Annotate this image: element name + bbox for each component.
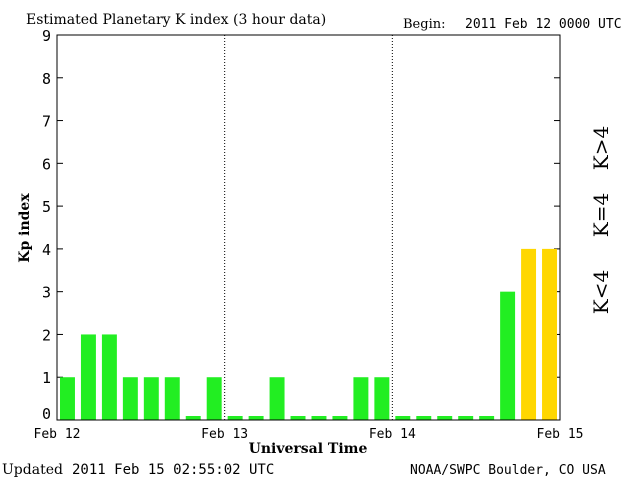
- y-axis-ticks: 0 1 2 3 4 5 6 7 8 9: [42, 27, 560, 423]
- y-tick-label: 9: [42, 27, 51, 45]
- x-tick-label: Feb 13: [201, 427, 248, 442]
- y-tick-label: 4: [42, 241, 51, 259]
- kp-bar: [500, 291, 516, 420]
- kp-bar: [395, 416, 411, 420]
- legend-mid: K=4: [589, 193, 613, 237]
- kp-bar: [80, 334, 96, 420]
- kp-bar: [248, 416, 264, 420]
- y-tick-label: 2: [42, 326, 51, 344]
- legend-high: K>4: [589, 126, 613, 170]
- updated-value: 2011 Feb 15 02:55:02 UTC: [72, 462, 274, 478]
- y-tick-label: 6: [42, 155, 51, 173]
- kp-bar: [437, 416, 453, 420]
- kp-bar: [206, 377, 222, 420]
- x-tick-label: Feb 15: [537, 427, 584, 442]
- begin-label: Begin:: [403, 17, 445, 32]
- y-tick-label: 0: [42, 405, 51, 423]
- kp-bar: [227, 416, 243, 420]
- legend-low: K<4: [589, 270, 613, 314]
- kp-bar: [479, 416, 495, 420]
- kp-bar: [290, 416, 306, 420]
- kp-bar: [521, 248, 537, 420]
- x-tick-label: Feb 14: [369, 427, 416, 442]
- kp-bar: [458, 416, 474, 420]
- kp-bar: [101, 334, 117, 420]
- chart-title: Estimated Planetary K index (3 hour data…: [26, 12, 326, 28]
- begin-value: 2011 Feb 12 0000 UTC: [465, 17, 622, 32]
- kp-bar: [542, 248, 557, 420]
- y-tick-label: 8: [42, 70, 51, 88]
- kp-bar: [269, 377, 285, 420]
- kp-bar: [185, 416, 201, 420]
- kp-bar: [332, 416, 348, 420]
- y-tick-label: 1: [42, 369, 51, 387]
- updated-label: Updated: [2, 462, 63, 478]
- kp-bar: [374, 377, 390, 420]
- kp-bar: [353, 377, 369, 420]
- kp-bar: [164, 377, 180, 420]
- plot-frame: [56, 34, 561, 421]
- kp-bar: [143, 377, 159, 420]
- y-tick-label: 3: [42, 284, 51, 302]
- x-tick-label: Feb 12: [34, 427, 81, 442]
- y-axis-label: Kp index: [17, 193, 33, 263]
- kp-bar: [311, 416, 327, 420]
- y-tick-label: 5: [42, 198, 51, 216]
- kp-bar: [122, 377, 138, 420]
- source-credit: NOAA/SWPC Boulder, CO USA: [410, 463, 606, 478]
- x-axis-label: Universal Time: [249, 441, 368, 457]
- bars: [60, 248, 557, 420]
- day-separators: [224, 35, 393, 420]
- y-tick-label: 7: [42, 113, 51, 131]
- x-axis-labels: Feb 12 Feb 13 Feb 14 Feb 15: [34, 427, 584, 442]
- kp-bar: [416, 416, 432, 420]
- kp-bar: [60, 377, 75, 420]
